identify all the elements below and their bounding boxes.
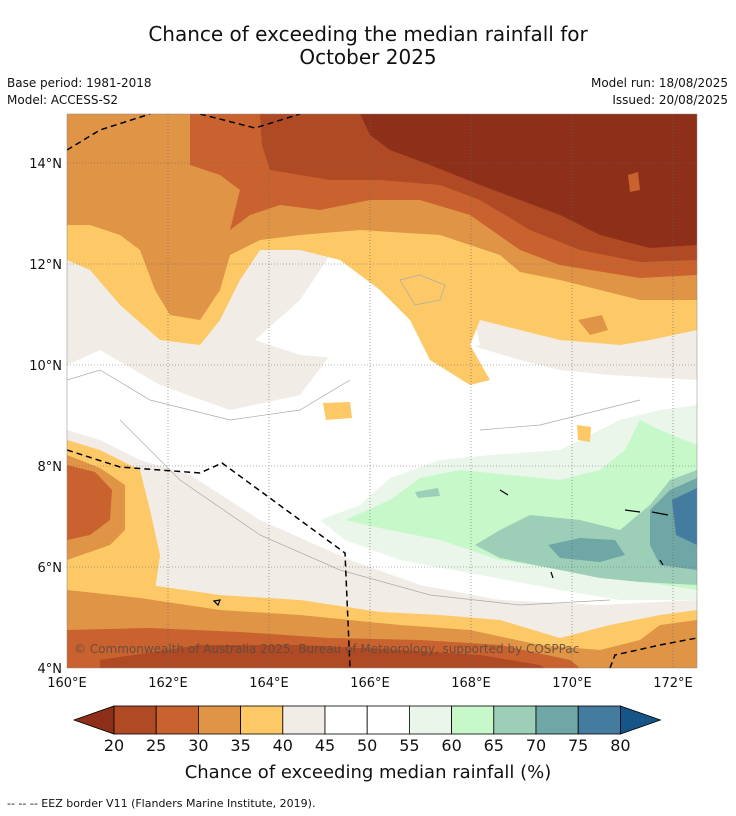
colorbar-tick-label: 45: [314, 736, 336, 755]
x-tick-160e: 160°E: [47, 676, 87, 691]
x-tick-166e: 166°E: [350, 676, 390, 691]
y-tick-8n: 8°N: [38, 460, 63, 475]
band-35-spot: [578, 315, 608, 335]
x-tick-164e: 164°E: [249, 676, 289, 691]
colorbar-swatch: [282, 705, 326, 735]
x-tick-170e: 170°E: [552, 676, 592, 691]
colorbar-swatch: [493, 705, 537, 735]
band-65: [475, 470, 697, 585]
band-70: [548, 478, 697, 570]
copyright-notice: © Commonwealth of Australia 2025, Bureau…: [74, 642, 579, 656]
colorbar-extend-high: [620, 705, 662, 735]
colorbar-tick-label: 20: [103, 736, 125, 755]
colorbar-tick-label: 65: [483, 736, 504, 755]
colorbar-swatch: [155, 705, 199, 735]
islands: [212, 489, 669, 607]
band-40-spot: [323, 402, 591, 442]
colorbar-tick-label: 70: [525, 736, 547, 755]
map-fill-layers: © Commonwealth of Australia 2025, Bureau…: [67, 114, 697, 668]
y-tick-6n: 6°N: [38, 561, 63, 576]
colorbar-swatch: [366, 705, 410, 735]
model-run: Model run: 18/08/2025: [590, 76, 728, 90]
colorbar-tick-label: 80: [610, 736, 631, 755]
eez-borders: [67, 114, 697, 668]
base-period: Base period: 1981-2018: [7, 76, 152, 90]
contour-lines: [67, 274, 641, 606]
band-30-west: [67, 465, 112, 540]
x-tick-172e: 172°E: [653, 676, 693, 691]
band-65-spot: [415, 488, 440, 498]
map-title-line1: Chance of exceeding the median rainfall …: [148, 22, 588, 46]
colorbar-tick-label: 25: [146, 736, 167, 755]
colorbar-swatch: [324, 705, 368, 735]
colorbar-tick-label: 30: [188, 736, 209, 755]
colorbar-tick-label: 40: [272, 736, 293, 755]
colorbar-tick-label: 60: [441, 736, 462, 755]
band-25-south: [100, 645, 545, 668]
x-tick-162e: 162°E: [148, 676, 188, 691]
eez-legend-note: -- -- -- EEZ border V11 (Flanders Marine…: [7, 797, 316, 810]
colorbar-swatch: [451, 705, 495, 735]
x-tick-168e: 168°E: [451, 676, 491, 691]
colorbar-swatch: [535, 705, 579, 735]
graticule: [67, 114, 697, 668]
colorbar-swatch: [408, 705, 452, 735]
colorbar-swatch: [577, 705, 621, 735]
y-tick-10n: 10°N: [29, 359, 62, 374]
colorbar-tick-label: 50: [357, 736, 378, 755]
band-30-spot: [628, 172, 640, 192]
colorbar-title: Chance of exceeding median rainfall (%): [184, 762, 552, 783]
colorbar: [72, 705, 662, 735]
colorbar-tick-label: 35: [230, 736, 251, 755]
issued-date: Issued: 20/08/2025: [612, 93, 728, 107]
colorbar-tick-label: 55: [399, 736, 420, 755]
model-name: Model: ACCESS-S2: [7, 93, 119, 107]
colorbar-extend-low: [72, 705, 115, 735]
band-75: [672, 488, 697, 545]
map-title-line2: October 2025: [299, 45, 437, 69]
colorbar-swatch: [240, 705, 284, 735]
y-tick-14n: 14°N: [29, 157, 62, 172]
band-20-north: [360, 114, 697, 248]
colorbar-tick-label: 75: [568, 736, 589, 755]
colorbar-swatch: [113, 705, 157, 735]
y-tick-12n: 12°N: [29, 258, 62, 273]
y-tick-4n: 4°N: [38, 662, 63, 677]
colorbar-swatch: [197, 705, 241, 735]
